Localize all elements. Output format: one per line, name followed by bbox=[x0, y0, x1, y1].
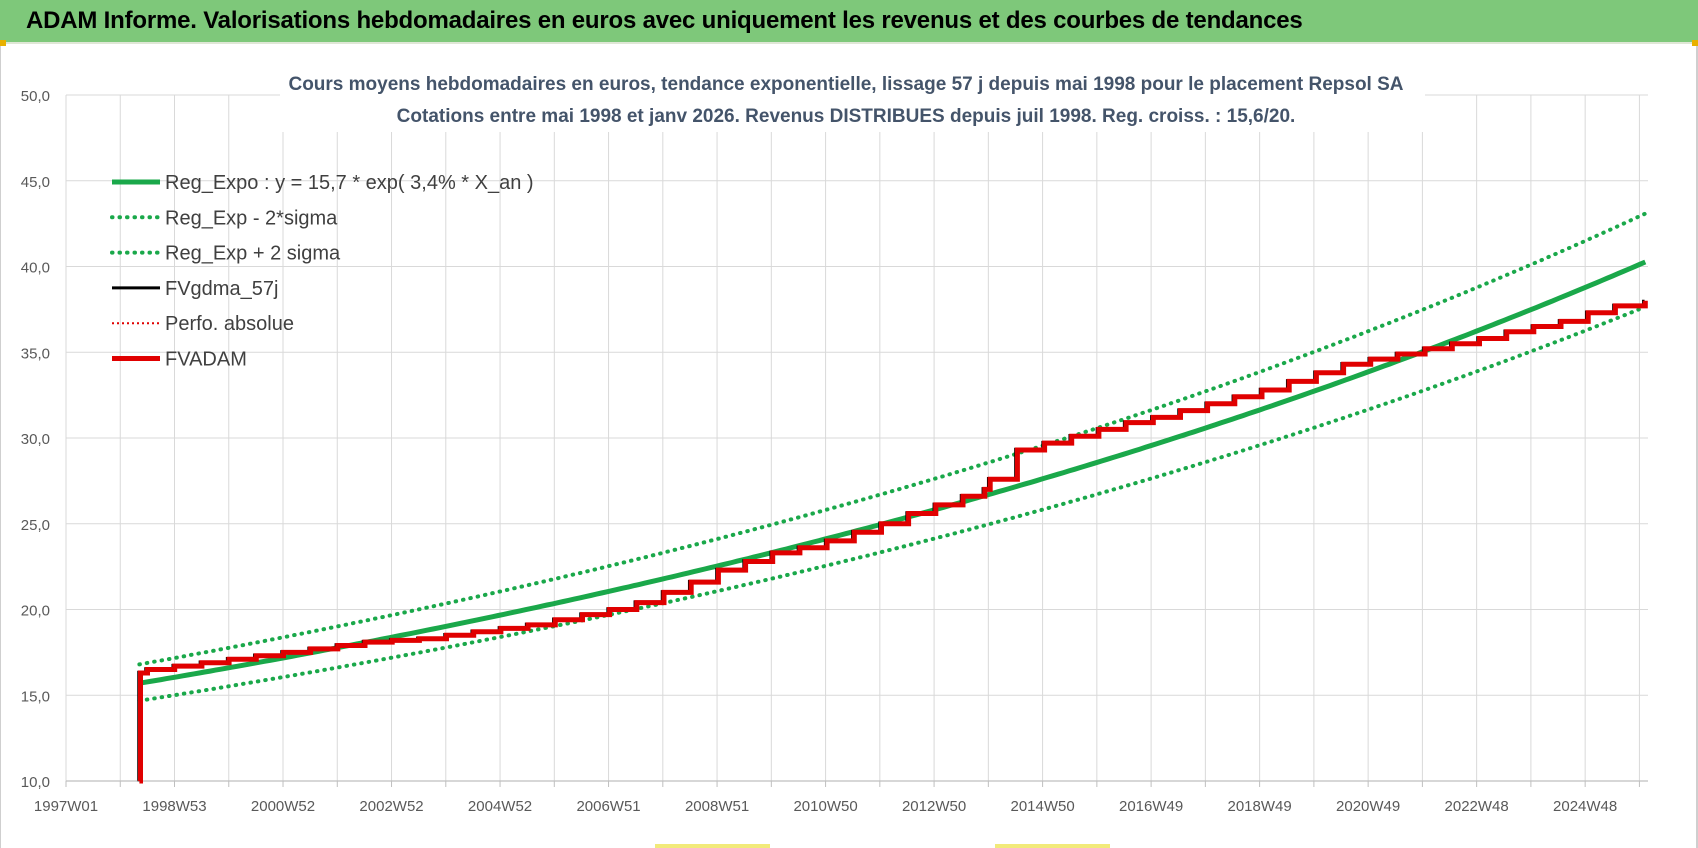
sheet-tab-marker bbox=[995, 844, 1110, 848]
corner-marker bbox=[1692, 40, 1698, 46]
grid bbox=[65, 94, 1648, 782]
series-reg-expo bbox=[138, 259, 1647, 686]
x-tick-label: 2004W52 bbox=[468, 798, 532, 815]
report-banner: ADAM Informe. Valorisations hebdomadaire… bbox=[0, 0, 1698, 44]
report-title: ADAM Informe. Valorisations hebdomadaire… bbox=[26, 7, 1303, 34]
x-tick-label: 2020W49 bbox=[1336, 798, 1400, 815]
chart-title-line1: Cours moyens hebdomadaires en euros, ten… bbox=[288, 74, 1403, 95]
x-tick-label: 2022W48 bbox=[1445, 798, 1509, 815]
x-tick-label: 1998W53 bbox=[142, 798, 206, 815]
legend-label-reg_minus: Reg_Exp - 2*sigma bbox=[165, 207, 338, 229]
series-reg-exp-plus-2sigma bbox=[137, 211, 1648, 667]
x-tick-label: 2012W50 bbox=[902, 798, 966, 815]
chart-title-line2: Cotations entre mai 1998 et janv 2026. R… bbox=[397, 106, 1296, 127]
sheet-tab-marker bbox=[655, 844, 770, 848]
x-tick-label: 2000W52 bbox=[251, 798, 315, 815]
legend-label-reg_plus: Reg_Exp + 2 sigma bbox=[165, 243, 341, 265]
x-tick-label: 2002W52 bbox=[359, 798, 423, 815]
x-tick-label: 1997W01 bbox=[34, 798, 98, 815]
series-reg-exp-minus-2sigma bbox=[137, 304, 1648, 703]
legend-label-fvadam: FVADAM bbox=[165, 349, 247, 371]
y-tick-label: 35,0 bbox=[21, 345, 50, 362]
x-tick-label: 2016W49 bbox=[1119, 798, 1183, 815]
y-tick-label: 15,0 bbox=[21, 688, 50, 705]
y-tick-label: 20,0 bbox=[21, 603, 50, 620]
x-tick-label: 2018W49 bbox=[1228, 798, 1292, 815]
series-fvadam bbox=[138, 300, 1648, 784]
x-tick-label: 2014W50 bbox=[1010, 798, 1074, 815]
axes: 10,0 15,0 20,0 25,0 30,0 35,0 40,0 45,0 50,0 1997… bbox=[21, 88, 1648, 815]
series-fvgdma-57j bbox=[137, 299, 1645, 782]
x-tick-label: 2006W51 bbox=[576, 798, 640, 815]
y-tick-label: 50,0 bbox=[21, 88, 50, 105]
y-tick-label: 10,0 bbox=[21, 774, 50, 791]
legend-label-fv_gdma: FVgdma_57j bbox=[165, 278, 278, 300]
corner-marker bbox=[0, 40, 6, 46]
title-background bbox=[280, 66, 1425, 132]
chart-frame bbox=[0, 46, 1698, 848]
y-tick-label: 40,0 bbox=[21, 260, 50, 277]
legend: Reg_Expo : y = 15,7 * exp( 3,4% * X_an )… bbox=[110, 172, 534, 371]
x-tick-label: 2010W50 bbox=[793, 798, 857, 815]
legend-label-perfo: Perfo. absolue bbox=[165, 313, 294, 335]
series bbox=[137, 211, 1648, 784]
x-tick-label: 2008W51 bbox=[685, 798, 749, 815]
y-tick-label: 30,0 bbox=[21, 431, 50, 448]
x-tick-label: 2024W48 bbox=[1553, 798, 1617, 815]
y-tick-label: 45,0 bbox=[21, 174, 50, 191]
y-tick-label: 25,0 bbox=[21, 517, 50, 534]
legend-label-reg_expo: Reg_Expo : y = 15,7 * exp( 3,4% * X_an ) bbox=[165, 172, 534, 194]
chart-title: Cours moyens hebdomadaires en euros, ten… bbox=[280, 66, 1425, 132]
